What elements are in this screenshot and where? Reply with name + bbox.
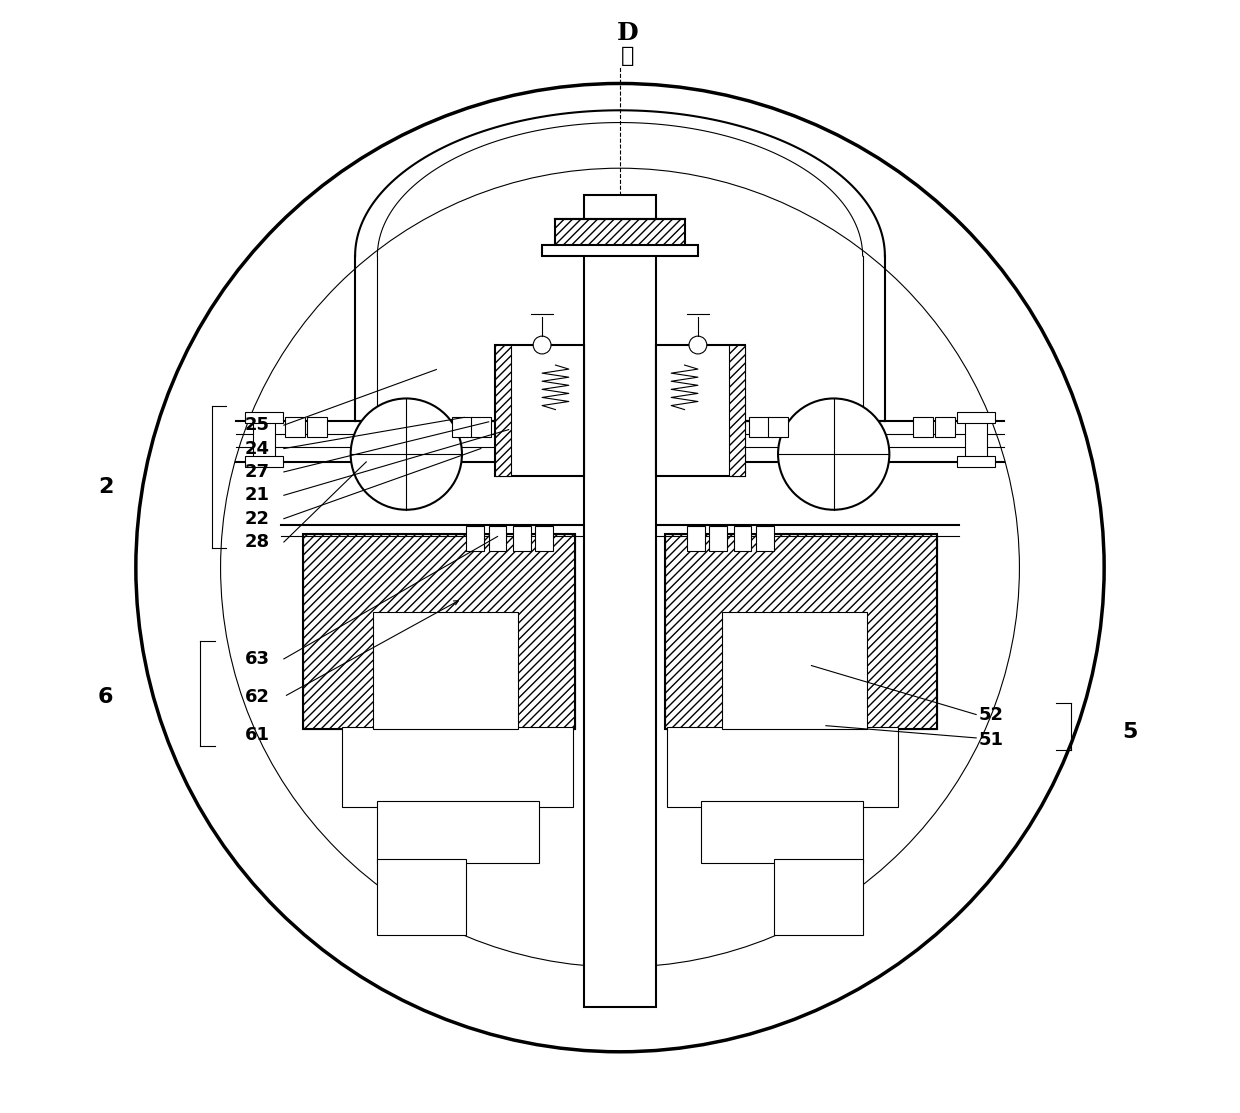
Bar [253,421,275,462]
Bar [774,859,863,935]
Circle shape [533,336,551,354]
Bar [303,534,575,729]
Text: 21: 21 [246,486,270,504]
Bar [957,412,994,423]
Text: 2: 2 [98,477,114,498]
Text: 25: 25 [246,416,270,434]
Bar [584,234,656,1007]
Bar [489,526,506,551]
Text: 61: 61 [246,726,270,743]
Bar [665,534,937,729]
Bar [723,612,867,729]
Circle shape [136,83,1104,1052]
Text: D: D [618,21,639,46]
Bar [308,417,327,437]
Bar [935,417,955,437]
Bar [556,219,684,248]
Bar [729,345,745,476]
Circle shape [351,398,463,510]
Bar [373,612,517,729]
Text: 6: 6 [98,687,114,707]
Bar [342,727,573,807]
Bar [377,859,466,935]
Bar [495,345,584,476]
Bar [513,526,531,551]
Bar [965,421,987,462]
Bar [495,345,511,476]
Bar [285,417,305,437]
Bar [749,417,769,437]
Bar [734,526,751,551]
Circle shape [689,336,707,354]
Text: 51: 51 [978,731,1003,749]
Bar [665,534,937,729]
Circle shape [777,398,889,510]
Bar [246,456,283,467]
Bar [656,345,745,476]
Bar [303,534,575,729]
Text: ～: ～ [621,46,635,66]
Bar [466,526,484,551]
Text: 24: 24 [246,440,270,457]
Bar [768,417,789,437]
Bar [471,417,491,437]
Bar [687,526,704,551]
Bar [451,417,472,437]
Bar [246,412,283,423]
Bar [377,801,538,863]
Bar [536,526,553,551]
Bar [584,195,656,234]
Bar [913,417,932,437]
Text: 27: 27 [246,463,270,481]
Bar [709,526,727,551]
Text: 52: 52 [978,706,1003,723]
Text: 22: 22 [246,510,270,528]
Bar [667,727,898,807]
Text: 5: 5 [1122,722,1137,742]
Bar [957,456,994,467]
Bar [542,245,698,256]
Text: 62: 62 [246,688,270,706]
Bar [702,801,863,863]
Text: 28: 28 [246,533,270,551]
Bar [756,526,774,551]
Text: 63: 63 [246,650,270,668]
